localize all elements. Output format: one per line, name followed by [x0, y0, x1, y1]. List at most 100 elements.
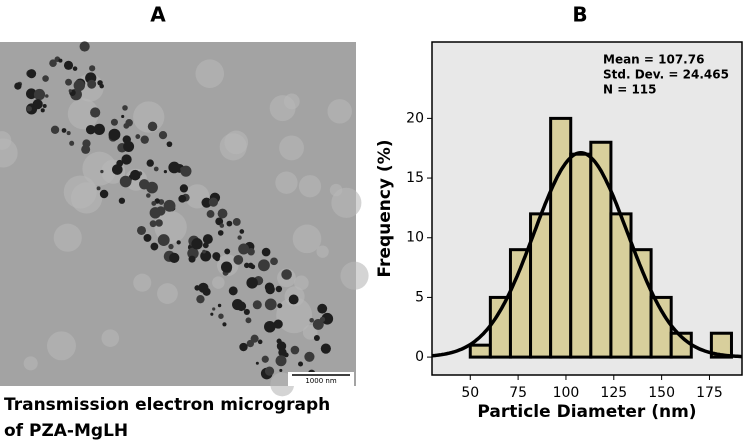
particle: [150, 242, 159, 251]
y-tick-label: 10: [406, 230, 424, 246]
bar: [569, 152, 593, 359]
background-blob: [283, 93, 300, 110]
particle: [149, 207, 162, 219]
particle: [108, 128, 121, 141]
y-tick-label: 0: [415, 349, 424, 365]
particle: [89, 65, 96, 72]
particle: [40, 108, 45, 113]
particle: [85, 124, 96, 135]
particle: [49, 59, 57, 67]
particle: [42, 75, 49, 82]
bar: [488, 295, 512, 359]
background-blob: [302, 324, 318, 340]
particle: [69, 140, 75, 146]
x-tick-label: 150: [648, 385, 675, 401]
particle: [277, 303, 283, 309]
particle: [66, 131, 71, 136]
bar: [649, 295, 673, 359]
particle: [276, 338, 282, 344]
particle: [136, 225, 147, 235]
particle: [320, 343, 331, 354]
particle: [140, 135, 149, 144]
particle: [65, 78, 72, 86]
particle: [149, 220, 157, 228]
background-blob: [133, 273, 152, 292]
particle: [146, 193, 151, 198]
particle: [258, 259, 270, 272]
background-blob: [275, 171, 298, 194]
particle: [247, 247, 255, 256]
background-blob: [327, 99, 352, 124]
particle: [79, 41, 90, 52]
particle: [198, 282, 209, 293]
particle: [250, 334, 259, 343]
particle: [264, 320, 276, 333]
particle: [232, 218, 241, 226]
particle: [288, 294, 299, 305]
particle: [215, 217, 224, 226]
x-tick-label: 75: [509, 385, 527, 401]
particle: [202, 234, 213, 245]
particle: [217, 230, 224, 236]
particle: [180, 165, 192, 177]
background-blob: [329, 183, 343, 197]
background-blob: [70, 182, 103, 214]
particle: [87, 79, 97, 89]
particle: [73, 79, 86, 92]
particle: [276, 341, 287, 351]
particle: [261, 247, 271, 257]
particle: [275, 285, 283, 293]
particle: [176, 240, 181, 245]
particle: [119, 175, 132, 188]
particle: [224, 248, 231, 255]
x-axis-label: Particle Diameter (nm): [477, 402, 696, 422]
micrograph: [0, 41, 369, 397]
particle: [42, 104, 47, 108]
particle: [166, 141, 173, 148]
particle: [118, 197, 126, 204]
particle: [32, 99, 43, 110]
particle: [155, 219, 163, 227]
particle: [226, 220, 233, 227]
particle: [202, 249, 206, 254]
background-blob: [195, 59, 225, 88]
particle: [26, 105, 32, 112]
background-blob: [67, 98, 99, 130]
panel-label: B: [572, 3, 587, 27]
particle: [90, 107, 101, 118]
particle: [158, 131, 168, 140]
particle: [135, 134, 141, 139]
particle: [228, 286, 238, 296]
particle: [265, 284, 275, 295]
bar: [589, 140, 613, 359]
x-tick-label: 175: [696, 385, 723, 401]
particle: [281, 269, 292, 280]
particle: [110, 118, 118, 126]
background-blob: [46, 331, 76, 361]
particle: [72, 66, 78, 71]
particle: [129, 169, 141, 181]
particle: [121, 154, 132, 165]
particle: [168, 243, 174, 250]
particle: [220, 261, 233, 273]
particle: [157, 234, 170, 246]
particle: [169, 252, 180, 264]
particle: [147, 121, 158, 132]
particle: [217, 208, 228, 219]
particle: [187, 247, 199, 260]
particle: [111, 164, 123, 175]
particle: [321, 312, 334, 325]
particle: [201, 197, 212, 208]
particle: [123, 141, 135, 152]
particle: [188, 255, 196, 263]
y-tick-label: 20: [406, 110, 424, 126]
particle: [214, 256, 220, 262]
particle: [196, 294, 205, 304]
particle: [99, 83, 104, 89]
particle: [279, 368, 283, 372]
particle: [290, 345, 300, 355]
particle: [219, 223, 225, 228]
plot-frame: [431, 41, 743, 376]
